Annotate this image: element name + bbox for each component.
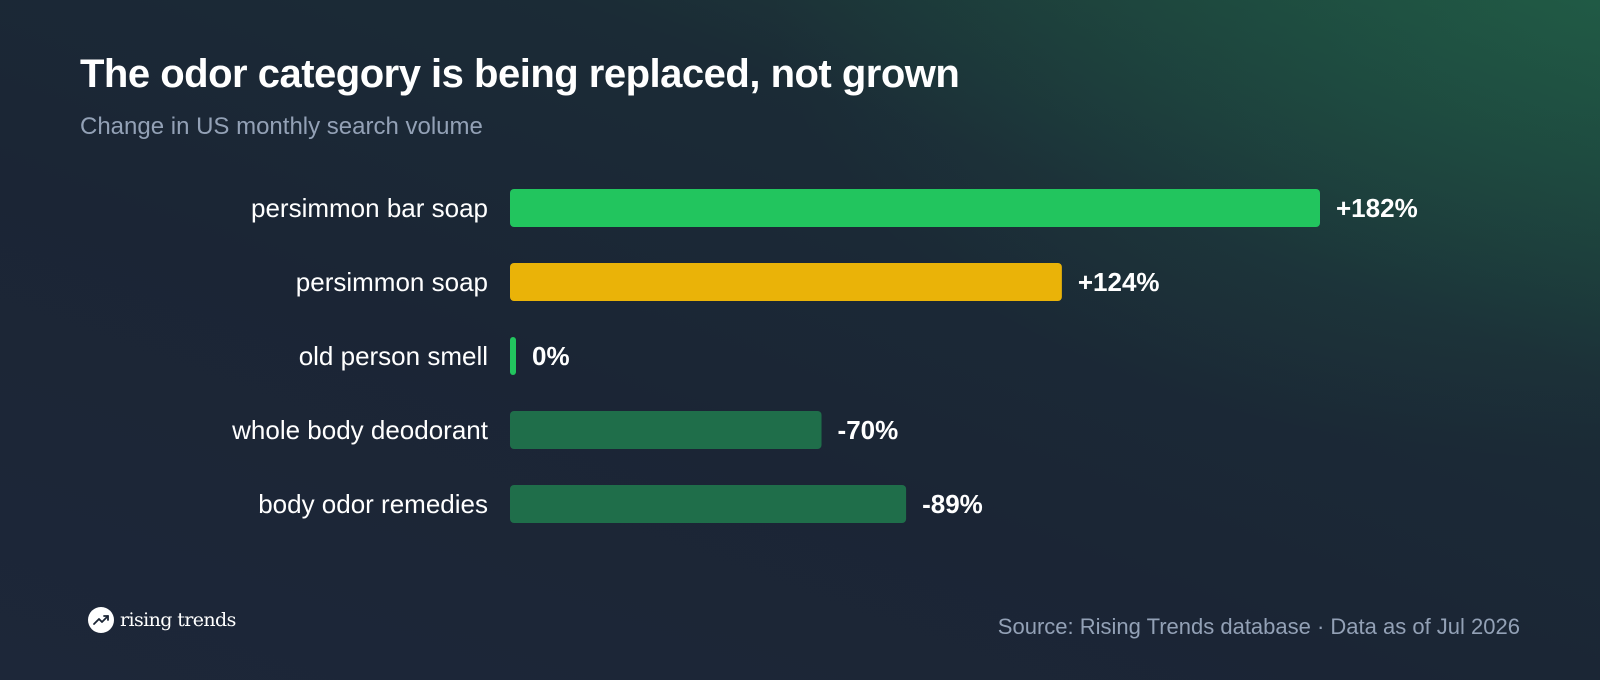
bar-persimmon-soap: [510, 263, 1062, 301]
bar-old-person-smell: [510, 337, 516, 375]
trending-up-icon: [88, 607, 114, 633]
value-label-body-odor-remedies: -89%: [922, 489, 983, 519]
category-label-old-person-smell: old person smell: [299, 341, 488, 371]
bar-body-odor-remedies: [510, 485, 907, 523]
brand-logo: rising trends: [88, 607, 236, 633]
value-label-persimmon-soap: +124%: [1078, 267, 1160, 297]
source-note: Source: Rising Trends database · Data as…: [997, 614, 1520, 639]
brand-name: rising trends: [120, 609, 236, 631]
bar-whole-body-deodorant: [510, 411, 822, 449]
chart-title: The odor category is being replaced, not…: [80, 52, 960, 96]
value-label-old-person-smell: 0%: [532, 341, 570, 371]
category-label-persimmon-bar-soap: persimmon bar soap: [251, 193, 488, 223]
category-label-persimmon-soap: persimmon soap: [296, 267, 488, 297]
chart-subtitle: Change in US monthly search volume: [80, 113, 483, 140]
bar-persimmon-bar-soap: [510, 189, 1320, 227]
category-label-body-odor-remedies: body odor remedies: [258, 489, 488, 519]
value-label-whole-body-deodorant: -70%: [838, 415, 899, 445]
value-label-persimmon-bar-soap: +182%: [1336, 193, 1418, 223]
category-label-whole-body-deodorant: whole body deodorant: [231, 415, 489, 445]
